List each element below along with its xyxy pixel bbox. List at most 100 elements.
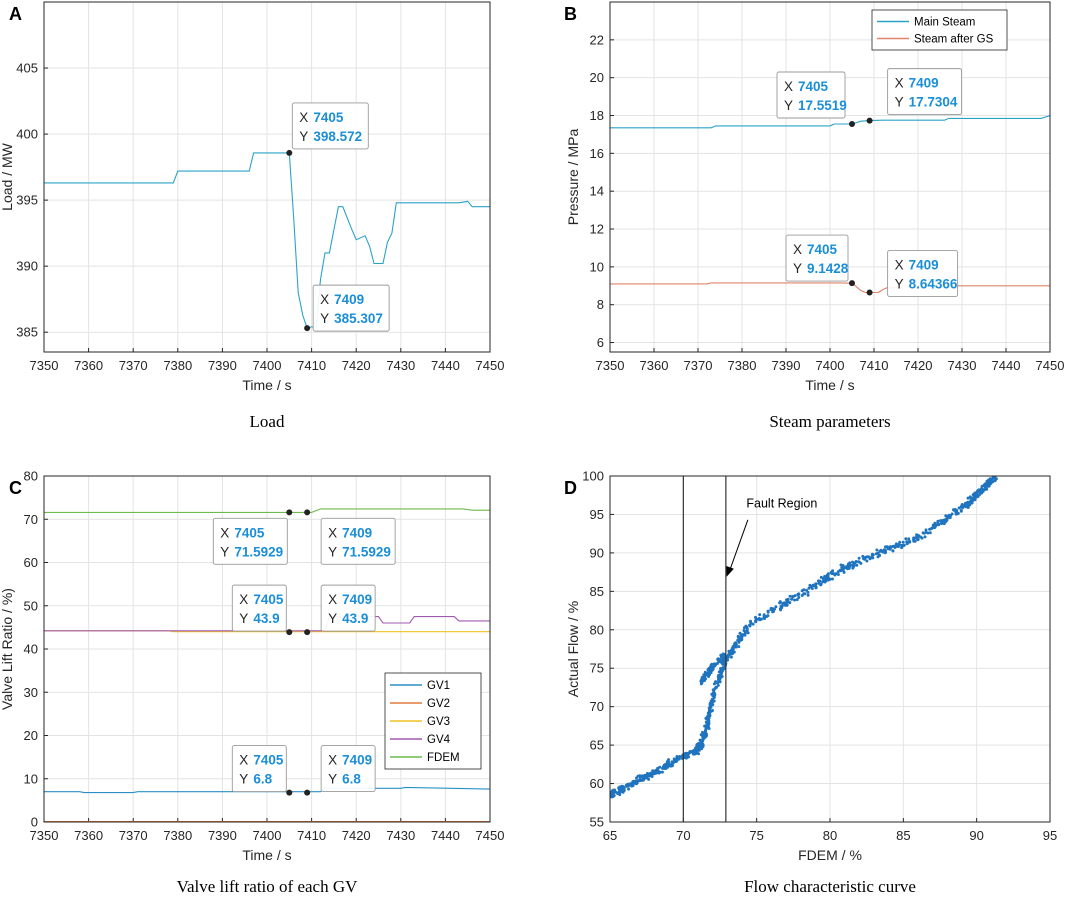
- x-tick-label: 7450: [1036, 358, 1065, 373]
- scatter-point: [848, 561, 852, 565]
- datatip-y-label: Y: [793, 261, 802, 276]
- datatip-x-label: X: [895, 76, 904, 91]
- scatter-point: [981, 489, 985, 493]
- scatter-point: [736, 635, 740, 639]
- y-axis-label: Load / MW: [0, 142, 15, 210]
- scatter-point: [634, 781, 638, 785]
- scatter-point: [737, 645, 741, 649]
- datatip: X 7409 Y 385.307: [304, 284, 390, 332]
- scatter-point: [699, 679, 703, 682]
- scatter-point: [990, 478, 994, 482]
- scatter-point: [819, 575, 823, 579]
- scatter-point: [709, 663, 713, 667]
- scatter-point: [983, 485, 987, 489]
- datatip-marker: [304, 789, 311, 796]
- datatip: X 7409 Y 71.5929: [304, 509, 396, 565]
- scatter-point: [614, 790, 618, 794]
- datatip-y-row: Y 385.307: [320, 311, 383, 326]
- datatip-x-row: X 7409: [895, 258, 939, 273]
- scatter-point: [658, 770, 662, 774]
- y-tick-label: 30: [24, 685, 38, 700]
- x-tick-label: 7430: [948, 358, 977, 373]
- scatter-point: [714, 680, 718, 684]
- panel-b: 7350 7360 7370 7380 7390 7400 7410 7420 7430 7440…: [564, 1, 1065, 431]
- legend-entry: Steam after GS: [914, 34, 994, 46]
- scatter-point: [781, 601, 785, 605]
- scatter-point: [812, 584, 816, 588]
- scatter-point: [749, 619, 752, 623]
- datatip-box: [291, 102, 369, 150]
- scatter-point: [791, 595, 795, 599]
- y-tick-label: 95: [590, 507, 604, 522]
- scatter-point: [654, 768, 658, 772]
- datatip-y-value: 385.307: [334, 311, 383, 326]
- scatter-point: [841, 564, 845, 567]
- scatter-point: [641, 775, 645, 779]
- datatip-x-row: X 7405: [793, 242, 838, 257]
- scatter-point: [619, 787, 623, 791]
- scatter-point: [930, 526, 934, 530]
- datatip-x-label: X: [328, 753, 337, 768]
- scatter-point: [686, 753, 690, 757]
- datatip-x-row: X 7409: [328, 592, 372, 607]
- scatter-point: [720, 667, 724, 671]
- panel-d: 65 70 75 80 85 90 95 55 60 65 70 75 80 85 90 95 100 Fault…: [564, 469, 1057, 897]
- y-axis-label: Pressure / MPa: [565, 129, 581, 226]
- scatter-point: [805, 588, 808, 592]
- scatter-point: [709, 671, 713, 675]
- datatip-x-row: X 7405: [239, 592, 284, 607]
- scatter-point: [625, 784, 629, 788]
- datatip-y-row: Y 43.9: [328, 611, 368, 626]
- panel-caption: Flow characteristic curve: [744, 877, 916, 896]
- scatter-point: [702, 673, 706, 677]
- datatip-y-label: Y: [895, 95, 904, 110]
- y-tick-label: 395: [16, 193, 38, 208]
- scatter-point: [803, 592, 807, 596]
- datatip: X 7405 Y 43.9: [231, 584, 293, 636]
- panel-label: D: [564, 478, 577, 498]
- datatip-y-value: 43.9: [253, 611, 279, 626]
- scatter-point: [708, 673, 711, 677]
- datatip-x-row: X 7409: [328, 753, 372, 768]
- scatter-point: [796, 593, 800, 597]
- scatter-point: [638, 776, 642, 780]
- scatter-point: [665, 761, 669, 765]
- scatter-point: [759, 617, 763, 621]
- scatter-point: [964, 501, 967, 505]
- scatter-point: [712, 682, 716, 686]
- datatip-x-label: X: [320, 292, 329, 307]
- series-line-main-steam: [610, 114, 1050, 129]
- datatip-box: [320, 517, 396, 565]
- x-tick-label: 80: [823, 828, 837, 843]
- datatip-y-row: Y 9.1428: [793, 261, 849, 276]
- scatter-point: [862, 557, 866, 561]
- scatter-point: [773, 607, 776, 611]
- scatter-point: [904, 537, 908, 541]
- scatter-point: [708, 711, 712, 714]
- scatter-point: [978, 491, 982, 495]
- datatip-x-label: X: [239, 592, 248, 607]
- scatter-point: [826, 578, 830, 582]
- y-tick-label: 40: [24, 642, 38, 657]
- scatter-point: [834, 572, 838, 576]
- x-tick-label: 7380: [163, 828, 192, 843]
- scatter-point: [806, 590, 810, 594]
- x-tick-label: 7400: [253, 358, 282, 373]
- fault-region-arrowhead: [726, 565, 734, 577]
- x-tick-label: 7420: [342, 358, 371, 373]
- scatter-point: [942, 522, 946, 526]
- scatter-point: [807, 586, 811, 590]
- scatter-point: [875, 548, 879, 552]
- scatter-point: [704, 724, 708, 728]
- scatter-point: [800, 594, 804, 597]
- datatip-y-label: Y: [895, 277, 904, 292]
- scatter-point: [788, 594, 792, 598]
- scatter-point: [802, 588, 806, 592]
- datatip-marker: [849, 280, 855, 287]
- y-tick-label: 50: [24, 598, 38, 613]
- datatip: X 7405 Y 6.8: [231, 745, 293, 796]
- x-tick-label: 7440: [992, 358, 1021, 373]
- scatter-point: [809, 585, 813, 588]
- scatter-point: [713, 662, 717, 666]
- datatip-box: [887, 250, 959, 297]
